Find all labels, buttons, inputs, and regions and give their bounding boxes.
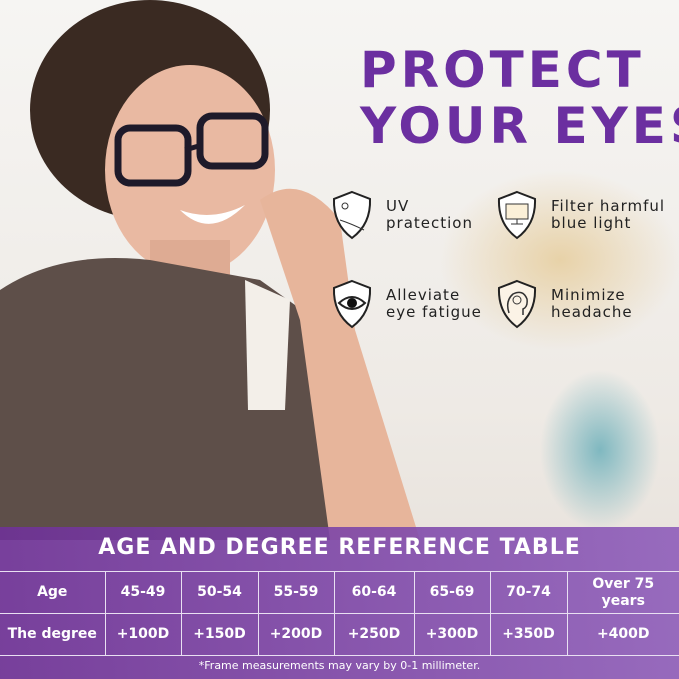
table-cell: +100D <box>104 613 182 656</box>
monitor-shield-icon <box>497 190 537 240</box>
feature-label: UV <box>386 197 410 215</box>
feature-label: headache <box>551 303 633 321</box>
woman-with-glasses-photo <box>0 0 420 540</box>
feature-headache: Minimize headache <box>495 279 633 329</box>
feature-uv-protection: UV pratection <box>330 190 473 240</box>
table-cell: +250D <box>333 613 415 656</box>
eye-shield-icon <box>332 279 372 329</box>
feature-label: pratection <box>386 214 473 232</box>
table-cell: 70-74 <box>489 571 568 614</box>
feature-label: Minimize <box>551 286 626 304</box>
table-cell: +350D <box>489 613 568 656</box>
feature-blue-light: Filter harmful blue light <box>495 190 665 240</box>
footnote: *Frame measurements may vary by 0-1 mill… <box>198 659 481 672</box>
table-row-age: Age 45-49 50-54 55-59 60-64 65-69 70-74 … <box>0 571 679 614</box>
table-cell: Over 75 years <box>566 571 679 614</box>
reference-table-panel: AGE AND DEGREE REFERENCE TABLE Age 45-49… <box>0 527 679 679</box>
uv-sun-shield-icon <box>332 190 372 240</box>
table-cell: +400D <box>566 613 679 656</box>
headline: PROTECT YOUR EYES <box>360 42 679 154</box>
feature-label: Filter harmful <box>551 197 666 215</box>
headline-line-1: PROTECT <box>360 41 645 99</box>
row-header: The degree <box>0 613 106 656</box>
table-cell: 45-49 <box>104 571 182 614</box>
feature-label: Alleviate <box>386 286 461 304</box>
feature-eye-fatigue: Alleviate eye fatigue <box>330 279 482 329</box>
table-cell: 55-59 <box>257 571 335 614</box>
table-cell: +200D <box>257 613 335 656</box>
feature-label: eye fatigue <box>386 303 482 321</box>
table-cell: +300D <box>413 613 491 656</box>
table-cell: 60-64 <box>333 571 415 614</box>
row-header: Age <box>0 571 106 614</box>
feature-label: blue light <box>551 214 632 232</box>
table-cell: 50-54 <box>180 571 259 614</box>
table-title: AGE AND DEGREE REFERENCE TABLE <box>98 535 581 560</box>
table-row-degree: The degree +100D +150D +200D +250D +300D… <box>0 613 679 656</box>
table-cell: +150D <box>180 613 259 656</box>
head-shield-icon <box>497 279 537 329</box>
headline-line-2: YOUR EYES <box>360 97 679 155</box>
table-cell: 65-69 <box>413 571 491 614</box>
age-degree-table: Age 45-49 50-54 55-59 60-64 65-69 70-74 … <box>0 571 679 656</box>
